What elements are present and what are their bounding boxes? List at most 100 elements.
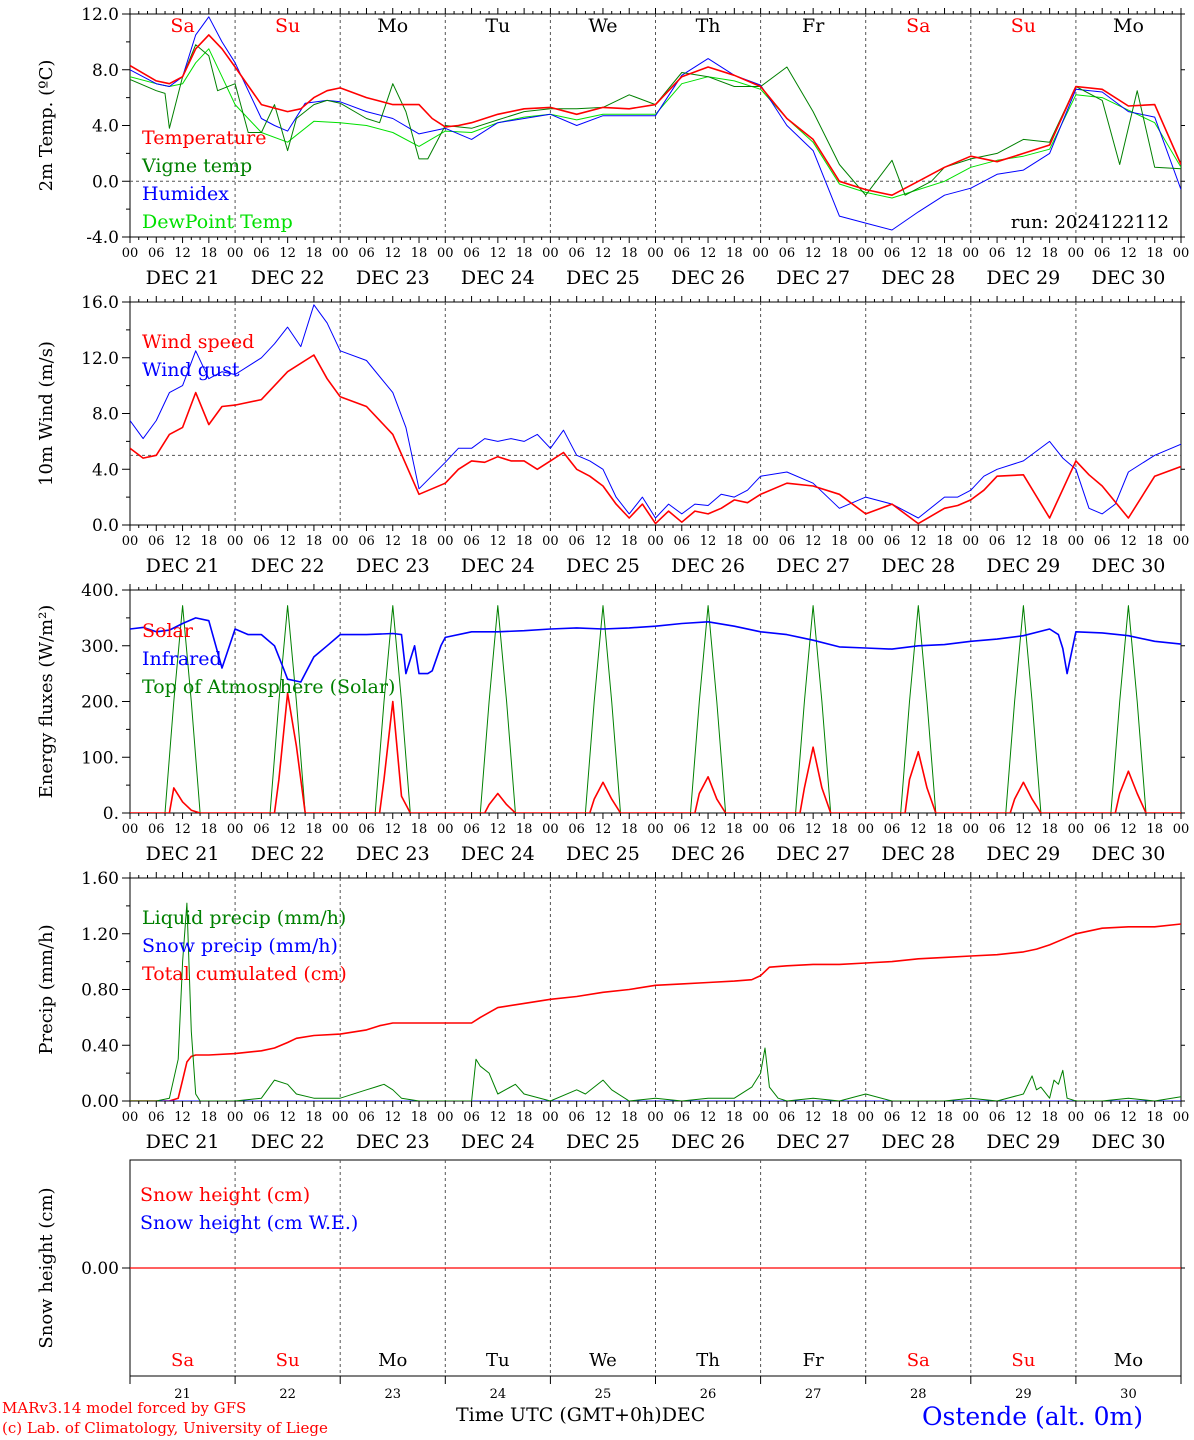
date-label: DEC 21 [146,843,220,865]
hour-label: 06 [463,1110,480,1125]
panel-1: -4.0 0.0 4.0 8.0 12.0 2m Temp. (ºC) 00 06 12 18 DE… [36,5,1189,289]
y-axis-label: 10m Wind (m/s) [36,341,57,486]
hour-label: 18 [621,246,638,261]
model-line-2: (c) Lab. of Climatology, University of L… [2,1419,328,1437]
date-label: DEC 23 [356,843,430,865]
hour-label: 06 [779,534,796,549]
date-label: DEC 28 [881,267,955,289]
hour-label: 00 [647,534,664,549]
hour-label: 00 [1068,1110,1085,1125]
series-line [130,902,1181,1101]
date-label: DEC 26 [671,555,745,577]
hour-label: 00 [122,534,139,549]
hour-label: 00 [332,1110,349,1125]
hour-label: 06 [674,534,691,549]
hour-label: 00 [752,1110,769,1125]
hour-label: 18 [201,534,218,549]
date-label: DEC 22 [251,843,325,865]
hour-label: 00 [1173,1110,1190,1125]
day-number-label: 29 [1015,1387,1032,1402]
hour-label: 00 [1068,534,1085,549]
weekday-label: Sa [170,15,194,37]
day-number-label: 30 [1120,1387,1137,1402]
hour-label: 18 [936,246,953,261]
y-tick-label: 100. [81,748,119,768]
legend-entry: Temperature [142,127,266,149]
hour-label: 06 [358,534,375,549]
hour-label: 00 [542,246,559,261]
y-tick-label: 1.20 [81,925,119,945]
hour-label: 18 [201,822,218,837]
hour-label: 12 [805,1110,822,1125]
hour-label: 18 [516,822,533,837]
hour-label: 00 [122,246,139,261]
date-label: DEC 25 [566,843,640,865]
hour-label: 18 [1041,1110,1058,1125]
series-line [130,354,1181,525]
hour-label: 06 [253,822,270,837]
date-label: DEC 23 [356,1131,430,1153]
hour-label: 18 [831,822,848,837]
hour-label: 12 [700,822,717,837]
hour-label: 00 [1068,822,1085,837]
legend-entry: Humidex [142,183,229,205]
legend-entry: Total cumulated (cm) [142,963,347,985]
hour-label: 18 [1041,534,1058,549]
legend-entry: Liquid precip (mm/h) [142,907,346,929]
date-label: DEC 22 [251,1131,325,1153]
hour-label: 18 [411,246,428,261]
panel-3: 0. 100. 200. 300. 400. Energy fluxes (W/m²) 00… [36,581,1189,865]
hour-label: 00 [647,822,664,837]
hour-label: 18 [831,534,848,549]
hour-label: 18 [831,246,848,261]
hour-label: 00 [857,246,874,261]
hour-label: 06 [253,534,270,549]
hour-label: 12 [910,1110,927,1125]
y-tick-label: 300. [81,637,119,657]
run-label: run: 2024122112 [1011,212,1169,233]
date-label: DEC 26 [671,843,745,865]
hour-label: 06 [1094,534,1111,549]
hour-label: 00 [857,534,874,549]
series-line [130,923,1181,1101]
hour-label: 18 [726,822,743,837]
date-label: DEC 29 [986,267,1060,289]
hour-label: 00 [963,534,980,549]
weekday-label: Mo [378,1350,407,1371]
y-tick-label: 0.00 [81,1259,119,1279]
date-label: DEC 30 [1092,1131,1166,1153]
month-label: DEC [661,1404,706,1426]
day-number-label: 25 [595,1387,612,1402]
weekday-label: Su [1011,1350,1035,1371]
hour-label: 00 [963,246,980,261]
y-tick-label: 0. [103,804,119,824]
hour-label: 12 [595,1110,612,1125]
legend-entry: DewPoint Temp [142,211,293,233]
legend-entry: Snow precip (mm/h) [142,935,338,957]
hour-label: 00 [752,246,769,261]
hour-label: 00 [542,822,559,837]
y-tick-label: 4.0 [92,460,119,480]
hour-label: 12 [1015,822,1032,837]
date-label: DEC 30 [1092,267,1166,289]
weekday-label: Fr [802,15,825,37]
date-label: DEC 22 [251,267,325,289]
weekday-label: Sa [906,15,930,37]
hour-label: 18 [1041,822,1058,837]
hour-label: 06 [884,534,901,549]
y-axis-label: 2m Temp. (ºC) [36,60,57,192]
hour-label: 12 [910,246,927,261]
date-label: DEC 26 [671,1131,745,1153]
hour-label: 06 [568,246,585,261]
y-tick-label: 400. [81,581,119,601]
hour-label: 06 [674,1110,691,1125]
hour-label: 12 [700,1110,717,1125]
date-label: DEC 24 [461,843,535,865]
date-label: DEC 29 [986,555,1060,577]
hour-label: 12 [1120,1110,1137,1125]
hour-label: 00 [227,534,244,549]
hour-label: 18 [936,1110,953,1125]
hour-label: 00 [437,822,454,837]
y-tick-label: 8.0 [92,405,119,425]
